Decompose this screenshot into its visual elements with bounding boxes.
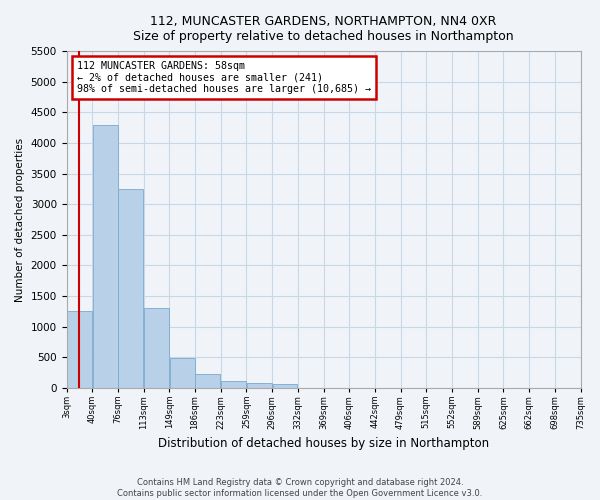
Bar bbox=[67, 312, 92, 388]
Bar bbox=[144, 308, 169, 388]
Title: 112, MUNCASTER GARDENS, NORTHAMPTON, NN4 0XR
Size of property relative to detach: 112, MUNCASTER GARDENS, NORTHAMPTON, NN4… bbox=[133, 15, 514, 43]
Bar bbox=[92, 124, 118, 388]
Bar bbox=[170, 358, 194, 388]
X-axis label: Distribution of detached houses by size in Northampton: Distribution of detached houses by size … bbox=[158, 437, 489, 450]
Bar bbox=[118, 189, 143, 388]
Bar bbox=[196, 374, 220, 388]
Text: 112 MUNCASTER GARDENS: 58sqm
← 2% of detached houses are smaller (241)
98% of se: 112 MUNCASTER GARDENS: 58sqm ← 2% of det… bbox=[77, 61, 371, 94]
Text: Contains HM Land Registry data © Crown copyright and database right 2024.
Contai: Contains HM Land Registry data © Crown c… bbox=[118, 478, 482, 498]
Y-axis label: Number of detached properties: Number of detached properties bbox=[15, 138, 25, 302]
Bar bbox=[272, 384, 298, 388]
Bar bbox=[247, 383, 272, 388]
Bar bbox=[221, 381, 246, 388]
